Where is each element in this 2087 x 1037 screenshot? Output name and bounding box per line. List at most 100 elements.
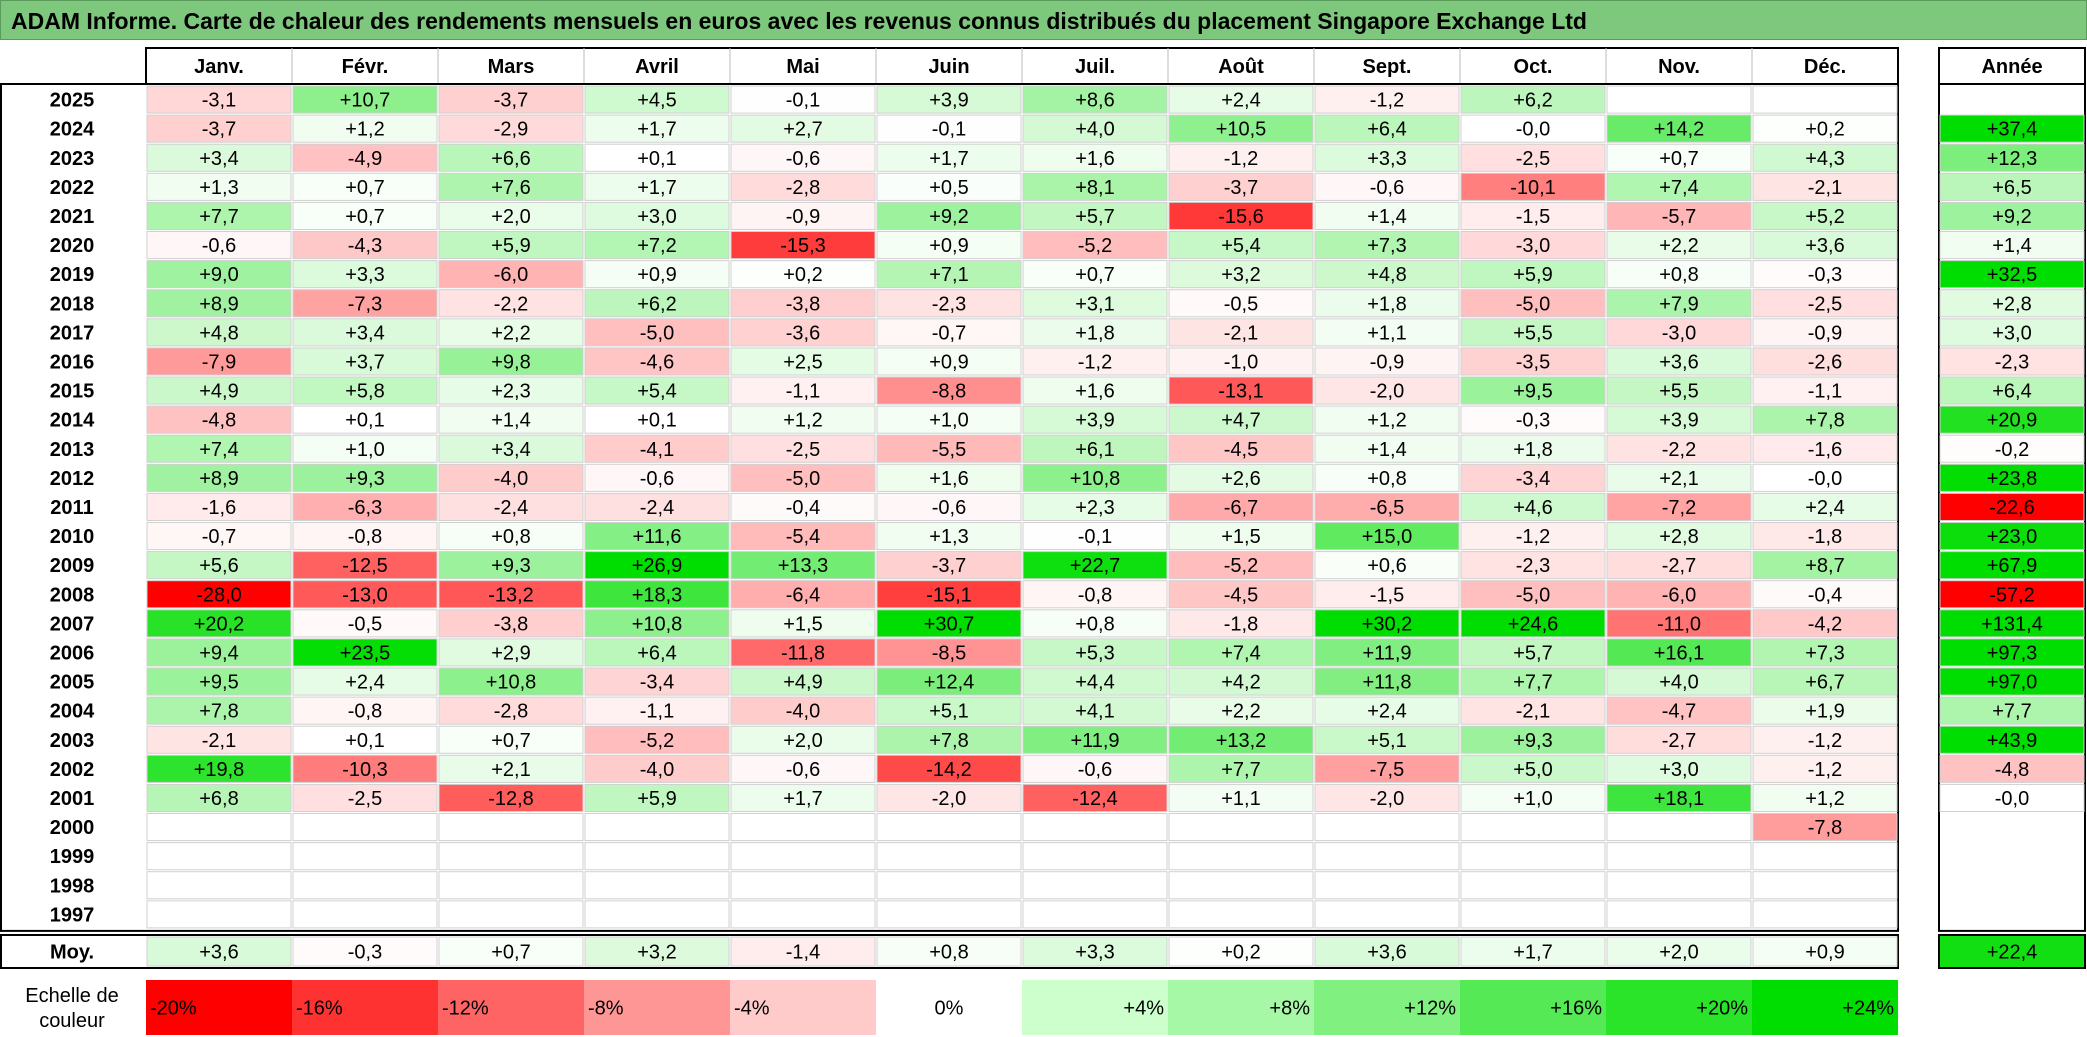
heat-cell [1606, 783, 1752, 813]
average-cell [1168, 936, 1314, 967]
cell-value: +4,0 [1075, 119, 1114, 141]
title-bar: ADAM Informe. Carte de chaleur des rende… [0, 0, 2087, 40]
annual-value: +2,8 [1992, 293, 2031, 315]
cell-value: +2,0 [491, 206, 530, 228]
heat-cell [1606, 638, 1752, 667]
heat-cell [292, 114, 438, 143]
cell-value: -1,2 [1224, 148, 1258, 170]
heat-cell [584, 434, 730, 463]
heat-cell [1168, 318, 1314, 347]
heat-cell [1752, 813, 1898, 842]
cell-value: -0,1 [786, 90, 820, 112]
heat-cell [146, 231, 292, 260]
cell-value: +9,3 [491, 555, 530, 577]
heat-cell [584, 405, 730, 434]
cell-value: +1,2 [1367, 410, 1406, 432]
cell-value: +2,4 [345, 672, 384, 694]
heat-cell [146, 492, 292, 521]
cell-value: -2,8 [786, 177, 820, 199]
cell-value: +13,2 [1216, 730, 1267, 752]
cell-value: +7,3 [1367, 235, 1406, 257]
heat-cell [292, 609, 438, 638]
annual-value: +6,5 [1992, 177, 2031, 199]
heat-cell [1606, 85, 1752, 114]
cell-value: -2,6 [1808, 351, 1842, 373]
average-cell [1314, 936, 1460, 967]
cell-value: -3,1 [202, 90, 236, 112]
heat-cell [730, 405, 876, 434]
cell-value: -4,0 [494, 468, 528, 490]
heat-cell [438, 463, 584, 492]
heat-cell [1606, 231, 1752, 260]
heat-cell [876, 492, 1022, 521]
cell-value: -2,1 [1224, 322, 1258, 344]
cell-value: +9,3 [1513, 730, 1552, 752]
heat-cell [438, 201, 584, 230]
heat-cell [438, 434, 584, 463]
heat-cell [1168, 522, 1314, 551]
annual-cell [1939, 347, 2085, 376]
year-label: 2019 [50, 264, 95, 286]
cell-value: -1,2 [1808, 730, 1842, 752]
cell-value: +1,2 [1805, 788, 1844, 810]
heat-cell [146, 638, 292, 667]
cell-value: -13,2 [488, 584, 534, 606]
scale-value: -4% [734, 998, 770, 1020]
annual-cell [1939, 201, 2085, 230]
cell-value: -0,4 [1808, 584, 1842, 606]
heat-cell [146, 289, 292, 318]
year-label: 2008 [50, 584, 95, 606]
annual-value: -2,3 [1995, 351, 2029, 373]
heat-cell [730, 609, 876, 638]
cell-value: +1,4 [1367, 206, 1406, 228]
scale-swatch [438, 980, 584, 1035]
heat-cell [1168, 580, 1314, 609]
cell-value: -2,2 [494, 293, 528, 315]
heat-cell [584, 376, 730, 405]
heat-cell [730, 376, 876, 405]
cell-value: +1,0 [929, 410, 968, 432]
year-label: 2002 [50, 759, 95, 781]
heat-cell [1168, 609, 1314, 638]
heat-cell [1460, 492, 1606, 521]
cell-value: +4,3 [1805, 148, 1844, 170]
annual-value: +23,0 [1987, 526, 2038, 548]
annual-cell [1939, 696, 2085, 725]
heat-cell [584, 725, 730, 754]
heat-cell [146, 667, 292, 696]
annual-cell [1939, 609, 2085, 638]
year-label: 2023 [50, 148, 95, 170]
cell-value: -10,1 [1510, 177, 1556, 199]
heat-cell [1460, 347, 1606, 376]
average-value: +3,6 [199, 942, 238, 964]
cell-value: +0,2 [783, 264, 822, 286]
cell-value: +3,4 [491, 439, 530, 461]
heat-cell [1168, 347, 1314, 376]
heat-cell [876, 551, 1022, 580]
heat-cell [730, 492, 876, 521]
heat-cell [876, 376, 1022, 405]
heat-cell [1022, 783, 1168, 813]
heat-cell [1314, 85, 1460, 114]
cell-value: -5,5 [932, 439, 966, 461]
cell-value: +5,8 [345, 381, 384, 403]
heat-cell [438, 172, 584, 201]
heat-cell [1022, 842, 1168, 871]
heat-cell [584, 667, 730, 696]
year-label: 2004 [50, 701, 95, 723]
heat-cell [876, 638, 1022, 667]
cell-value: +1,6 [1075, 381, 1114, 403]
heat-cell [730, 318, 876, 347]
heat-cell [1460, 376, 1606, 405]
cell-value: -7,8 [1808, 817, 1842, 839]
heat-cell [1752, 580, 1898, 609]
cell-value: +0,2 [1805, 119, 1844, 141]
cell-value: -8,5 [932, 642, 966, 664]
heat-cell [1314, 231, 1460, 260]
heat-cell [1460, 667, 1606, 696]
heat-cell [1168, 201, 1314, 230]
heat-cell [1314, 580, 1460, 609]
cell-value: +5,4 [1221, 235, 1260, 257]
cell-value: -1,8 [1808, 526, 1842, 548]
